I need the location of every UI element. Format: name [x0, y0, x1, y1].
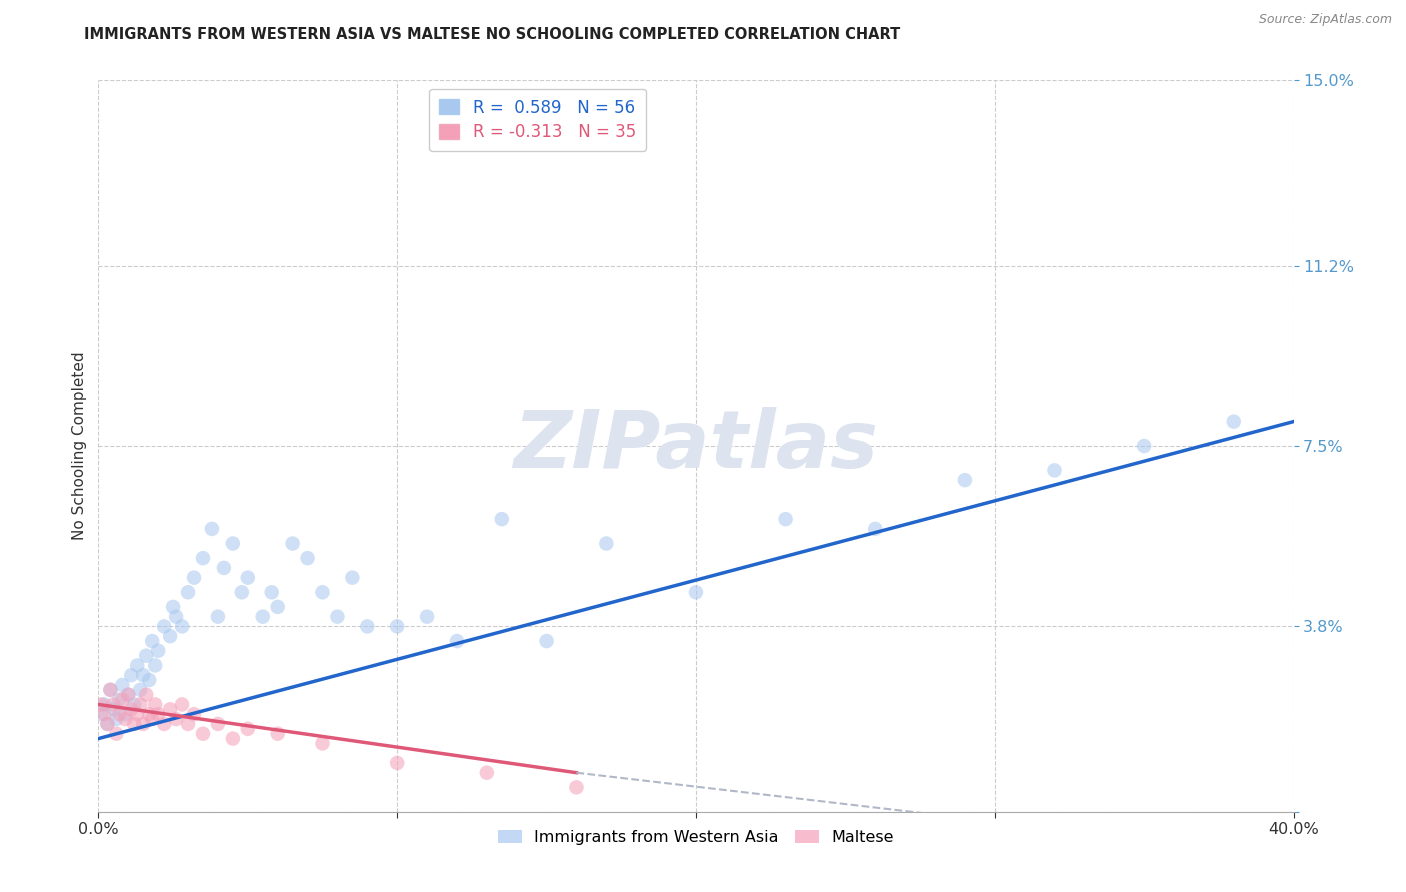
Point: [385, 756, 409, 770]
Point: [138, 673, 160, 687]
Legend: Immigrants from Western Asia, Maltese: Immigrants from Western Asia, Maltese: [491, 823, 901, 851]
Point: [143, 658, 166, 673]
Point: [120, 702, 142, 716]
Point: [260, 585, 283, 599]
Point: [222, 536, 245, 550]
Point: [177, 585, 200, 599]
Point: [93, 698, 115, 712]
Point: [108, 707, 131, 722]
Point: [172, 698, 194, 712]
Point: [117, 688, 139, 702]
Point: [124, 717, 146, 731]
Point: [120, 668, 142, 682]
Point: [297, 551, 319, 566]
Point: [98, 682, 122, 697]
Point: [96, 717, 118, 731]
Point: [865, 522, 887, 536]
Point: [90, 707, 112, 722]
Point: [103, 698, 125, 712]
Point: [207, 717, 229, 731]
Point: [135, 688, 157, 702]
Point: [231, 585, 253, 599]
Point: [177, 717, 200, 731]
Point: [183, 571, 205, 585]
Point: [775, 512, 797, 526]
Point: [565, 780, 588, 795]
Point: [446, 634, 468, 648]
Point: [148, 644, 170, 658]
Point: [1223, 415, 1246, 429]
Point: [114, 712, 136, 726]
Point: [1043, 463, 1066, 477]
Y-axis label: No Schooling Completed: No Schooling Completed: [72, 351, 87, 541]
Point: [129, 682, 152, 697]
Point: [135, 648, 157, 663]
Point: [236, 722, 259, 736]
Point: [90, 698, 112, 712]
Point: [1133, 439, 1156, 453]
Point: [96, 717, 118, 731]
Point: [953, 473, 976, 487]
Point: [416, 609, 439, 624]
Text: IMMIGRANTS FROM WESTERN ASIA VS MALTESE NO SCHOOLING COMPLETED CORRELATION CHART: IMMIGRANTS FROM WESTERN ASIA VS MALTESE …: [84, 27, 901, 42]
Point: [536, 634, 558, 648]
Point: [191, 551, 214, 566]
Point: [222, 731, 245, 746]
Point: [201, 522, 224, 536]
Point: [159, 702, 181, 716]
Point: [685, 585, 707, 599]
Point: [159, 629, 181, 643]
Point: [105, 727, 128, 741]
Point: [138, 707, 160, 722]
Point: [267, 599, 290, 614]
Point: [311, 585, 333, 599]
Point: [117, 688, 139, 702]
Point: [267, 727, 290, 741]
Point: [207, 609, 229, 624]
Point: [172, 619, 194, 633]
Point: [162, 599, 184, 614]
Point: [252, 609, 274, 624]
Point: [132, 668, 155, 682]
Point: [98, 682, 122, 697]
Point: [111, 692, 134, 706]
Point: [385, 619, 409, 633]
Text: ZIPatlas: ZIPatlas: [513, 407, 879, 485]
Point: [212, 561, 235, 575]
Point: [311, 736, 333, 750]
Point: [475, 765, 498, 780]
Point: [356, 619, 378, 633]
Point: [165, 609, 187, 624]
Point: [153, 619, 176, 633]
Point: [143, 698, 166, 712]
Point: [114, 707, 136, 722]
Point: [595, 536, 617, 550]
Point: [141, 712, 163, 726]
Point: [165, 712, 187, 726]
Point: [183, 707, 205, 722]
Point: [191, 727, 214, 741]
Point: [281, 536, 304, 550]
Point: [236, 571, 259, 585]
Text: Source: ZipAtlas.com: Source: ZipAtlas.com: [1258, 13, 1392, 27]
Point: [129, 698, 152, 712]
Point: [141, 634, 163, 648]
Point: [342, 571, 364, 585]
Point: [111, 678, 134, 692]
Point: [105, 712, 128, 726]
Point: [103, 702, 125, 716]
Point: [153, 717, 176, 731]
Point: [326, 609, 349, 624]
Point: [108, 692, 131, 706]
Point: [148, 707, 170, 722]
Point: [127, 658, 149, 673]
Point: [93, 707, 115, 722]
Point: [491, 512, 513, 526]
Point: [127, 707, 149, 722]
Point: [132, 717, 155, 731]
Point: [124, 698, 146, 712]
